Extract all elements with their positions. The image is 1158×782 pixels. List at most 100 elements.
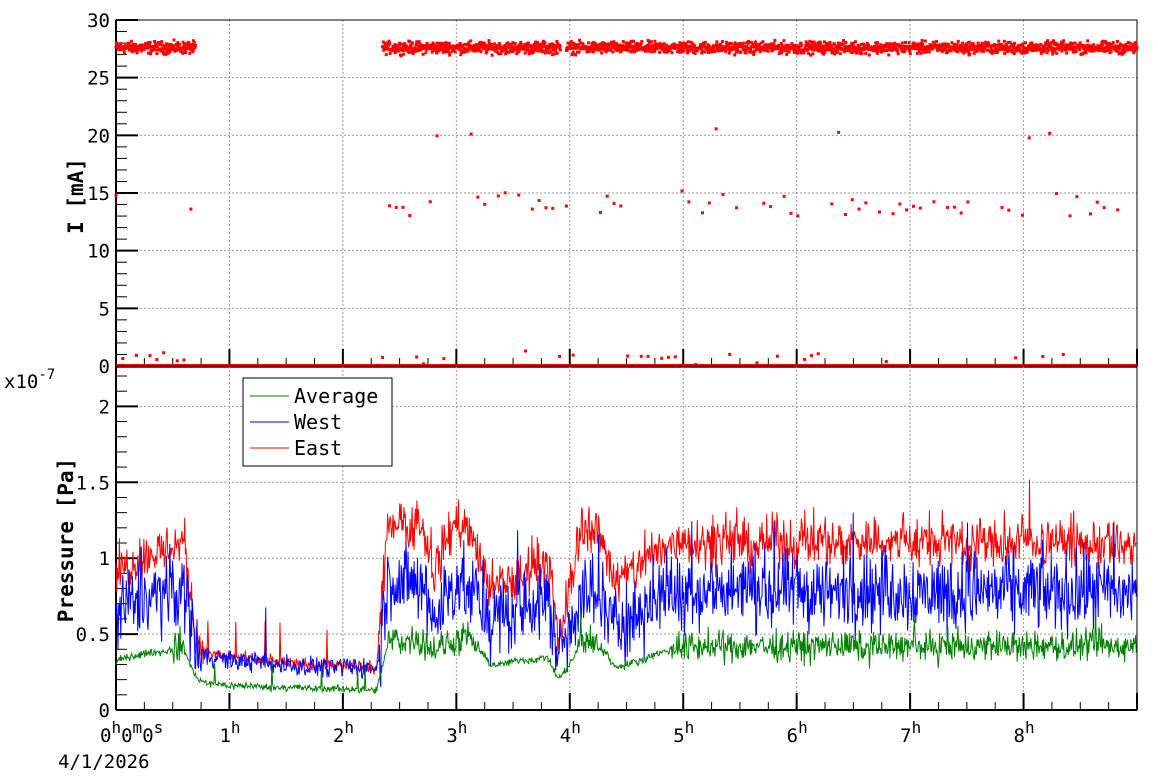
current-point (952, 46, 956, 50)
current-point (706, 48, 710, 52)
current-point (572, 41, 576, 45)
current-point (694, 363, 698, 367)
current-point (874, 49, 878, 53)
current-point (1030, 48, 1034, 52)
current-point (744, 48, 748, 52)
current-point (925, 47, 929, 51)
current-point (475, 46, 479, 50)
current-point (899, 48, 903, 52)
current-point (181, 40, 185, 44)
current-point (114, 41, 118, 45)
current-point (743, 45, 747, 49)
current-point (782, 39, 786, 43)
current-point (544, 206, 548, 210)
current-point (515, 45, 519, 49)
current-point (476, 195, 480, 199)
current-point (145, 46, 149, 50)
current-point (753, 49, 757, 53)
current-point (789, 211, 793, 215)
current-point (859, 42, 863, 46)
current-point (993, 48, 997, 52)
current-point (466, 49, 470, 53)
current-point (851, 41, 855, 45)
current-point (790, 42, 794, 46)
current-point (972, 51, 976, 55)
current-point (605, 194, 609, 198)
current-point (1100, 43, 1104, 47)
time-origin-label: 0h0m0s (100, 718, 163, 747)
current-point (755, 361, 759, 365)
current-point (555, 44, 559, 48)
current-point (778, 46, 782, 50)
current-point (669, 46, 673, 50)
current-point (551, 206, 555, 210)
current-point (147, 43, 151, 47)
current-point (525, 42, 529, 46)
current-point (440, 43, 444, 47)
current-point (481, 44, 485, 48)
current-point (573, 42, 577, 46)
current-point (803, 46, 807, 50)
current-point (959, 211, 963, 215)
current-axis-title: I [mA] (64, 158, 88, 234)
current-point (602, 48, 606, 52)
current-point (628, 42, 632, 46)
current-point (843, 212, 847, 216)
current-point (776, 43, 780, 47)
current-point (146, 41, 150, 45)
current-point (437, 45, 441, 49)
current-point (898, 202, 902, 206)
current-point (749, 47, 753, 51)
current-point (134, 353, 138, 357)
current-point (550, 45, 554, 49)
current-point (482, 41, 486, 45)
current-point (154, 42, 158, 46)
current-point (435, 41, 439, 45)
current-point (155, 45, 159, 49)
current-point (188, 51, 192, 55)
current-point (875, 42, 879, 46)
current-point (445, 48, 449, 52)
current-point (384, 53, 388, 57)
current-point (1007, 208, 1011, 212)
current-point (182, 358, 186, 362)
current-point (946, 50, 950, 54)
current-point (747, 50, 751, 54)
current-point (631, 39, 635, 43)
current-point (401, 205, 405, 209)
current-point (122, 48, 126, 52)
current-point (1000, 43, 1004, 47)
current-point (983, 46, 987, 50)
current-point (1000, 206, 1004, 210)
current-point (535, 40, 539, 44)
current-point (127, 48, 131, 52)
current-point (447, 41, 451, 45)
current-point (401, 47, 405, 51)
current-point (490, 53, 494, 57)
current-point (181, 51, 185, 55)
current-point (896, 52, 900, 56)
current-point (547, 47, 551, 51)
current-point (451, 49, 455, 53)
current-ytick-label: 10 (87, 241, 110, 263)
current-point (594, 42, 598, 46)
current-point (1072, 50, 1076, 54)
current-point (1083, 47, 1087, 51)
current-point (120, 45, 124, 49)
current-point (530, 48, 534, 52)
current-point (383, 41, 387, 45)
current-point (892, 47, 896, 51)
current-point (1002, 39, 1006, 43)
current-point (381, 355, 385, 359)
current-point (1011, 43, 1015, 47)
current-point (745, 46, 749, 50)
current-point (558, 354, 562, 358)
current-point (497, 52, 501, 56)
current-point (751, 44, 755, 48)
current-point (660, 356, 664, 360)
current-point (1135, 45, 1139, 49)
current-point (444, 41, 448, 45)
current-point (806, 44, 810, 48)
current-point (166, 51, 170, 55)
